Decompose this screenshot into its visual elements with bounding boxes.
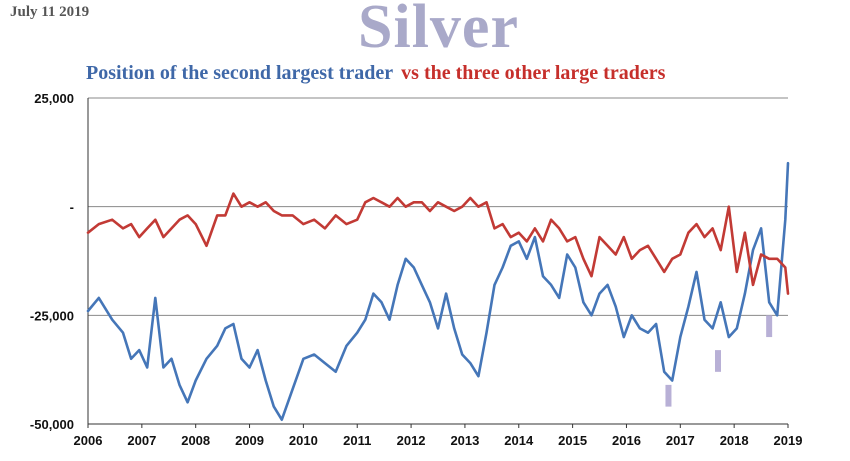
x-tick-label: 2017: [666, 433, 695, 448]
y-tick-label: -50,000: [30, 417, 74, 432]
subtitle-red-series: vs the three other large traders: [401, 62, 666, 84]
series-line-second-largest-trader: [86, 161, 790, 421]
x-tick-label: 2006: [74, 433, 103, 448]
x-tick-label: 2015: [558, 433, 587, 448]
grid-layer: [88, 97, 788, 316]
x-tick-label: 2010: [289, 433, 318, 448]
x-tick-label: 2013: [450, 433, 479, 448]
x-tick-label: 2011: [343, 433, 371, 448]
y-tick-label: -: [70, 200, 74, 215]
watermark-title: Silver: [358, 0, 519, 61]
x-tick-label: 2016: [612, 433, 641, 448]
x-tick-label: 2009: [235, 433, 264, 448]
x-tick-label: 2012: [397, 433, 426, 448]
subtitle-blue-series: Position of the second largest trader: [86, 62, 394, 84]
series-layer: [86, 161, 790, 421]
x-tick-label: 2018: [720, 433, 749, 448]
x-tick-label: 2014: [504, 433, 534, 448]
series-line-three-other-traders: [86, 192, 790, 295]
chart-subtitle: Position of the second largest trader vs …: [86, 62, 665, 85]
y-tick-label: -25,000: [30, 308, 74, 323]
x-tick-label: 2019: [774, 433, 803, 448]
y-tick-label: 25,000: [34, 91, 74, 106]
x-tick-label: 2008: [181, 433, 210, 448]
x-tick-label: 2007: [127, 433, 156, 448]
date-label: July 11 2019: [10, 4, 90, 20]
marker-layer: [665, 315, 773, 407]
